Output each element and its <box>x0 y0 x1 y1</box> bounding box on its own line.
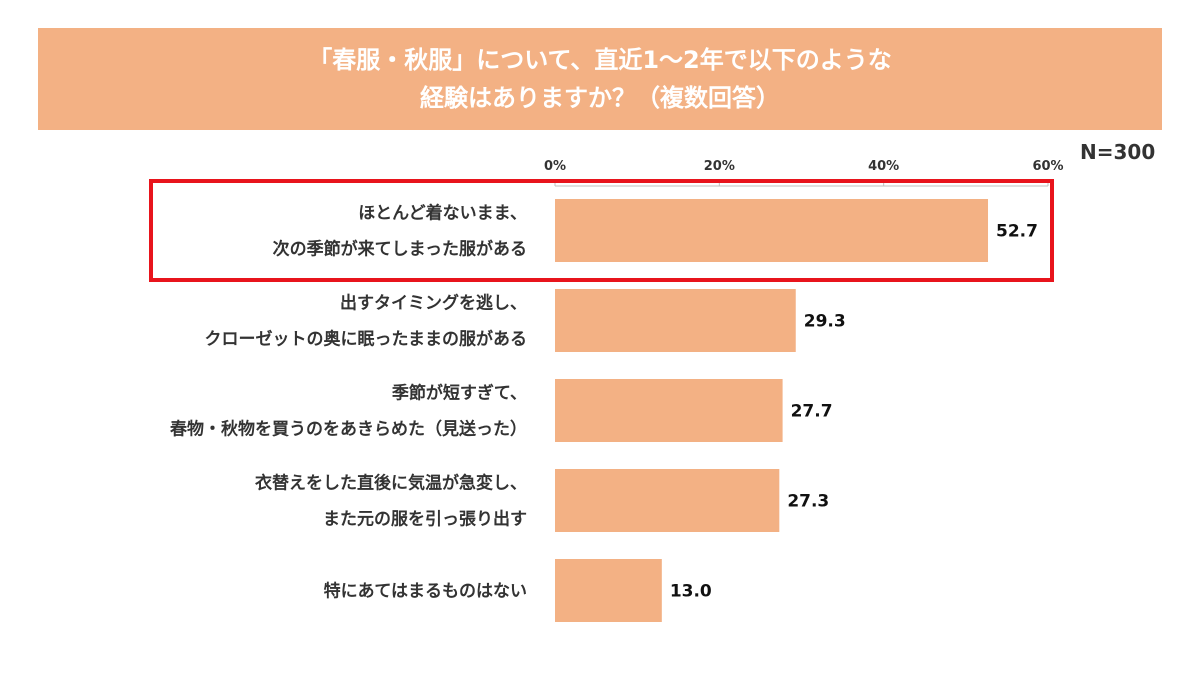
bar <box>555 469 780 532</box>
category-label: クローゼットの奥に眠ったままの服がある <box>205 329 528 350</box>
data-label: 27.7 <box>791 402 833 422</box>
data-label: 13.0 <box>670 582 712 602</box>
category-label: 特にあてはまるものはない <box>324 581 527 602</box>
x-tick-label: 40% <box>868 159 899 174</box>
data-label: 27.3 <box>787 492 829 512</box>
category-label: 衣替えをした直後に気温が急変し、 <box>255 473 527 494</box>
bar <box>555 289 796 352</box>
bar <box>555 379 783 442</box>
category-label: ほとんど着ないまま、 <box>358 203 527 224</box>
bar <box>555 199 989 262</box>
highlight-box <box>149 179 1054 282</box>
x-tick-label: 60% <box>1032 159 1063 174</box>
title-line-2: 経験はありますか？（複数回答） <box>420 84 780 112</box>
category-label: 季節が短すぎて、 <box>392 383 527 404</box>
category-label: 次の季節が来てしまった服がある <box>273 239 527 260</box>
title-line-1: 「春服・秋服」について、直近1〜2年で以下のような <box>308 46 892 74</box>
sample-size-label: N=300 <box>1080 140 1156 164</box>
category-label: 春物・秋物を買うのをあきらめた（見送った） <box>170 419 527 440</box>
bar <box>555 559 662 622</box>
x-tick-label: 0% <box>544 159 566 174</box>
category-label: 出すタイミングを逃し、 <box>340 293 527 314</box>
data-label: 29.3 <box>804 312 846 332</box>
category-label: また元の服を引っ張り出す <box>323 509 527 530</box>
title-banner: 「春服・秋服」について、直近1〜2年で以下のような 経験はありますか？（複数回答… <box>38 28 1162 130</box>
data-label: 52.7 <box>996 222 1038 242</box>
x-tick-label: 20% <box>704 159 735 174</box>
